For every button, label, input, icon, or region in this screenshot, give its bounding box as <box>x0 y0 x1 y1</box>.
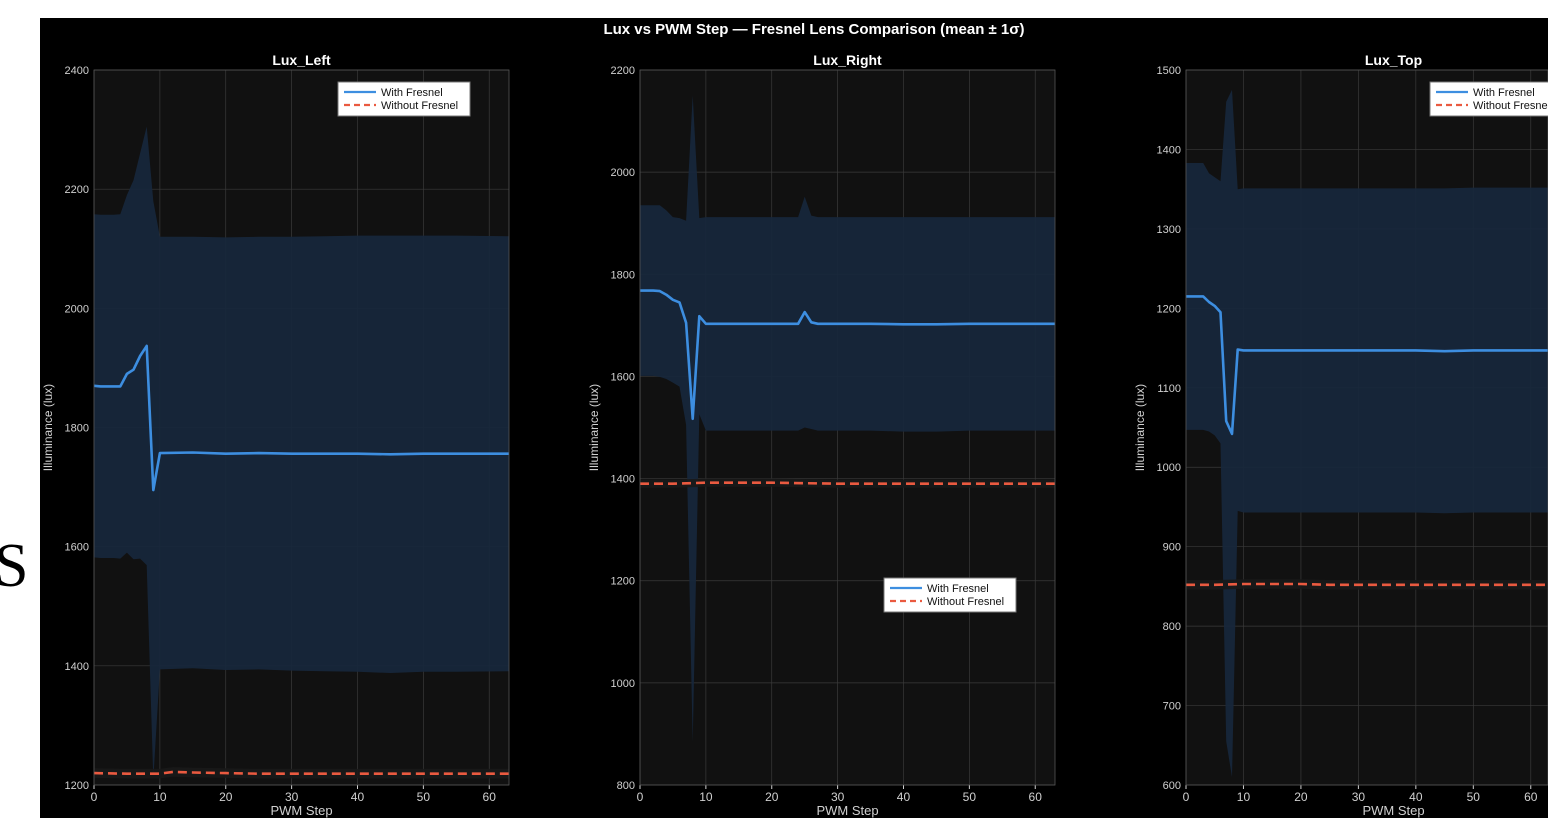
y-tick-label: 2200 <box>611 65 635 77</box>
x-tick-label: 40 <box>1409 790 1423 804</box>
x-tick-label: 10 <box>699 790 713 804</box>
y-tick-label: 1200 <box>1157 303 1181 315</box>
axes-frame <box>93 69 510 786</box>
y-tick-label: 1400 <box>65 661 89 673</box>
chart-panel-0: 0 10 20 30 40 50 60 1200 1400 1600 1800 2000 2200 240… <box>41 52 510 818</box>
axes-frame <box>1185 69 1548 786</box>
legend-label: Without Fresnel <box>927 596 1004 608</box>
y-tick-label: 800 <box>1163 621 1181 633</box>
series-band-without-fresnel <box>1186 579 1548 590</box>
series-line-with-fresnel <box>640 289 1055 421</box>
y-tick-label: 1000 <box>1157 462 1181 474</box>
y-tick-label: 700 <box>1163 701 1181 713</box>
figure-suptitle: Lux vs PWM Step — Fresnel Lens Compariso… <box>603 21 1024 38</box>
y-tick-label: 2200 <box>65 184 89 196</box>
y-tick-label: 1600 <box>611 371 635 383</box>
legend-label: With Fresnel <box>1473 87 1535 99</box>
y-tick-label: 600 <box>1163 780 1181 792</box>
series-line-with-fresnel <box>1186 295 1548 436</box>
y-tick-label: 2000 <box>611 167 635 179</box>
series-line-without-fresnel <box>1186 582 1548 587</box>
chart-title: Lux_Left <box>272 52 331 68</box>
legend-box <box>1429 81 1548 117</box>
y-tick-label: 1200 <box>611 576 635 588</box>
y-tick-label: 1500 <box>1157 65 1181 77</box>
y-tick-label: 900 <box>1163 542 1181 554</box>
legend-label: With Fresnel <box>927 583 989 595</box>
y-tick-label: 1800 <box>611 269 635 281</box>
y-tick-label: 2000 <box>65 303 89 315</box>
x-tick-label: 50 <box>417 790 431 804</box>
y-tick-label: 2400 <box>65 65 89 77</box>
edge-glyph: S <box>0 532 29 600</box>
x-tick-label: 60 <box>1524 790 1538 804</box>
chart-title: Lux_Right <box>813 52 882 68</box>
y-tick-label: 1400 <box>1157 144 1181 156</box>
series-band-with-fresnel <box>640 95 1055 743</box>
y-tick-label: 1100 <box>1157 383 1181 395</box>
y-tick-label: 1200 <box>65 780 89 792</box>
y-tick-label: 1800 <box>65 423 89 435</box>
legend-label: With Fresnel <box>381 87 443 99</box>
axes-frame <box>639 69 1056 786</box>
y-tick-label: 1600 <box>65 542 89 554</box>
series-line-with-fresnel <box>94 344 509 492</box>
legend-box <box>883 577 1017 613</box>
chart-panel-1: 0 10 20 30 40 50 60 800 1000 1200 1400 1600 1800 2000… <box>587 52 1056 818</box>
x-tick-label: 60 <box>1029 790 1043 804</box>
legend-box <box>337 81 471 117</box>
y-tick-label: 1000 <box>611 678 635 690</box>
chart-panel-2: 0 10 20 30 40 50 60 600 700 800 900 1000 1100 1200 130… <box>1133 52 1548 818</box>
series-band-without-fresnel <box>640 478 1055 488</box>
x-tick-label: 10 <box>1237 790 1251 804</box>
y-tick-label: 1400 <box>611 474 635 486</box>
y-axis-label: Illuminance (lux) <box>1133 384 1147 471</box>
chart-title: Lux_Top <box>1365 52 1422 68</box>
series-line-without-fresnel <box>640 481 1055 486</box>
x-tick-label: 0 <box>91 790 98 804</box>
x-axis-label: PWM Step <box>1362 803 1424 818</box>
x-tick-label: 20 <box>765 790 779 804</box>
series-line-without-fresnel <box>94 770 509 776</box>
x-axis-label: PWM Step <box>816 803 878 818</box>
y-tick-label: 800 <box>617 780 635 792</box>
x-tick-label: 20 <box>1294 790 1308 804</box>
x-tick-label: 30 <box>831 790 845 804</box>
x-tick-label: 50 <box>963 790 977 804</box>
x-tick-label: 40 <box>897 790 911 804</box>
x-tick-label: 60 <box>483 790 497 804</box>
y-tick-label: 1300 <box>1157 224 1181 236</box>
x-tick-label: 20 <box>219 790 233 804</box>
series-band-with-fresnel <box>1186 89 1548 778</box>
y-axis-label: Illuminance (lux) <box>587 384 601 471</box>
x-tick-label: 0 <box>1183 790 1190 804</box>
y-axis-label: Illuminance (lux) <box>41 384 55 471</box>
x-tick-label: 30 <box>285 790 299 804</box>
x-tick-label: 50 <box>1467 790 1481 804</box>
chart-panels: 0 10 20 30 40 50 60120014001600180020002200240… <box>41 52 1548 818</box>
legend-label: Without Fresnel <box>381 100 458 112</box>
legend-label: Without Fresnel <box>1473 100 1548 112</box>
series-band-without-fresnel <box>94 767 509 779</box>
x-tick-label: 30 <box>1352 790 1366 804</box>
x-tick-label: 0 <box>637 790 644 804</box>
x-tick-label: 40 <box>351 790 365 804</box>
x-axis-label: PWM Step <box>270 803 332 818</box>
x-tick-label: 10 <box>153 790 167 804</box>
